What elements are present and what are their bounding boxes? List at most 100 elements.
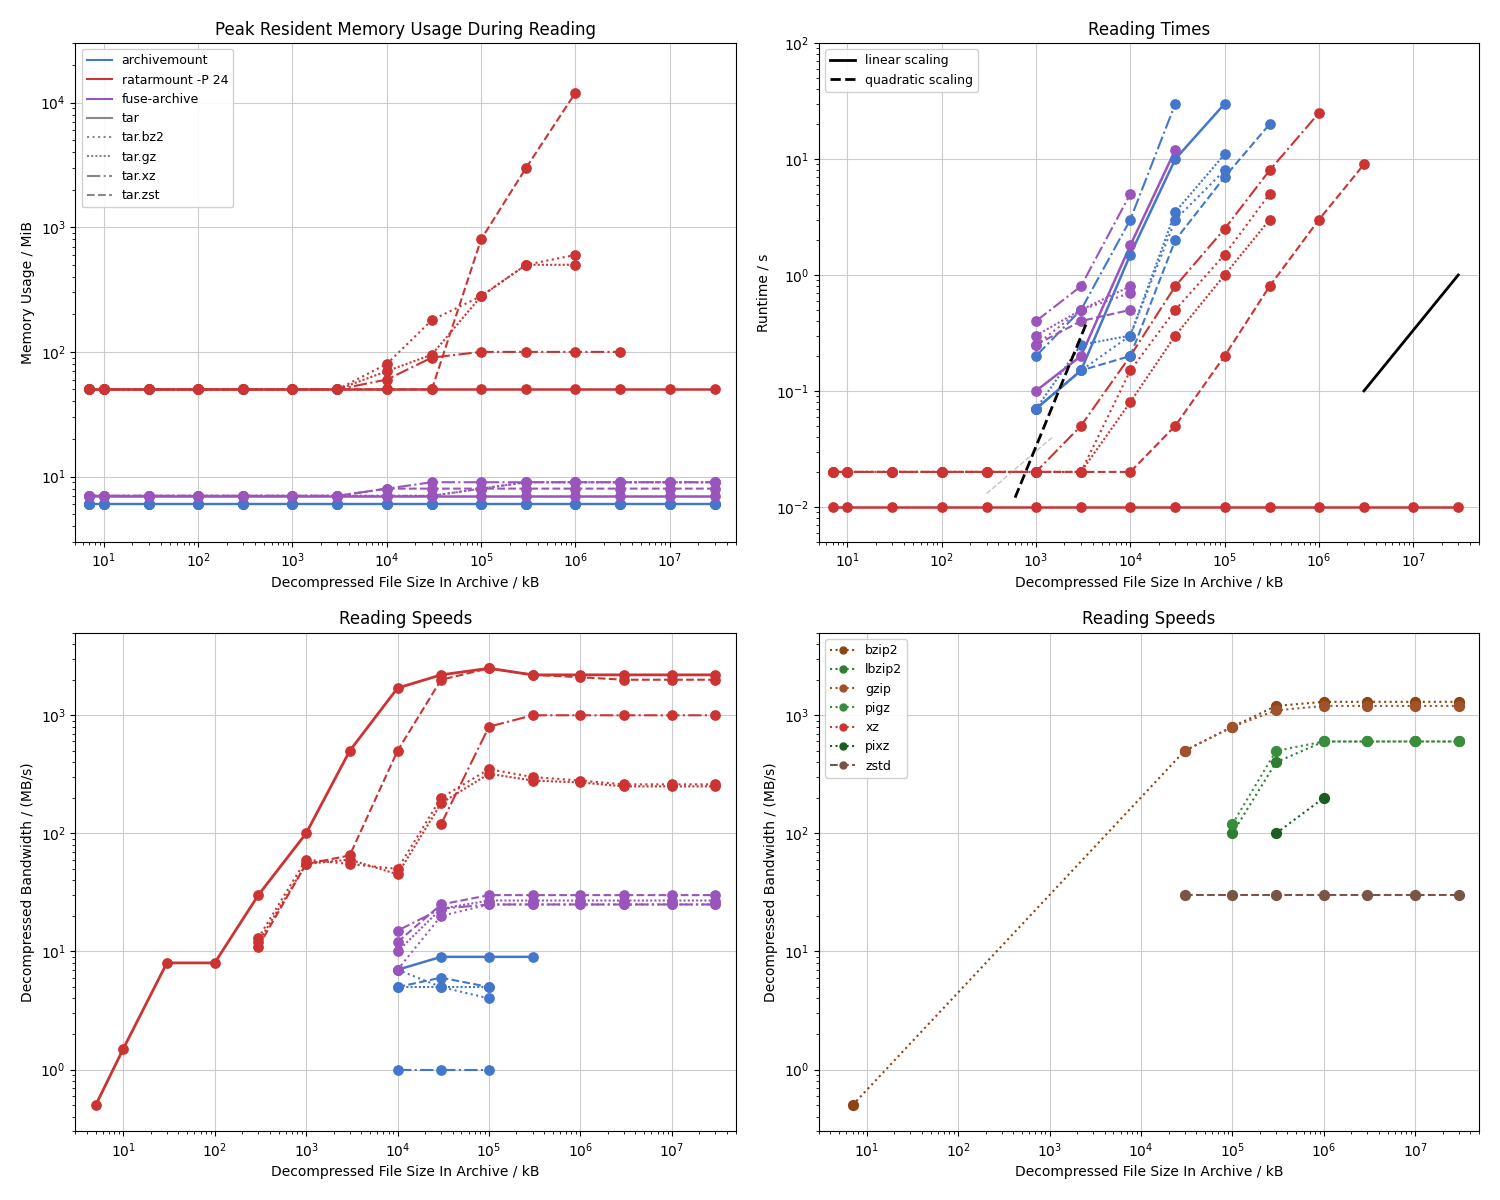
Point <box>1164 140 1188 160</box>
Point <box>1356 886 1380 905</box>
Point <box>375 370 399 389</box>
Point <box>386 865 410 884</box>
Point <box>78 486 102 505</box>
Point <box>520 947 544 966</box>
Point <box>78 486 102 505</box>
Point <box>111 1039 135 1058</box>
Point <box>1024 382 1048 401</box>
Point <box>375 494 399 514</box>
Point <box>660 706 684 725</box>
Point <box>280 486 304 505</box>
Point <box>386 960 410 979</box>
Point <box>1221 718 1245 737</box>
Point <box>1119 283 1143 302</box>
Point <box>386 960 410 979</box>
Point <box>136 380 160 400</box>
Point <box>326 494 350 514</box>
Point <box>880 497 904 516</box>
Point <box>609 473 633 492</box>
Point <box>514 494 538 514</box>
Point <box>326 380 350 400</box>
Point <box>1024 400 1048 419</box>
Point <box>477 978 501 997</box>
Point <box>92 380 116 400</box>
Point <box>470 380 494 400</box>
Point <box>386 978 410 997</box>
Point <box>470 229 494 248</box>
Point <box>231 380 255 400</box>
Point <box>660 775 684 794</box>
Point <box>470 287 494 306</box>
Legend: archivemount, ratarmount -P 24, fuse-archive, tar, tar.bz2, tar.gz, tar.xz, tar.: archivemount, ratarmount -P 24, fuse-arc… <box>81 49 232 208</box>
Point <box>477 978 501 997</box>
Point <box>704 776 728 796</box>
Point <box>704 886 728 905</box>
Point <box>1164 326 1188 346</box>
Point <box>514 494 538 514</box>
Point <box>470 494 494 514</box>
Point <box>429 670 453 689</box>
Point <box>470 479 494 498</box>
Point <box>1070 361 1094 380</box>
Point <box>1221 815 1245 834</box>
Point <box>280 494 304 514</box>
Point <box>92 494 116 514</box>
Point <box>1448 732 1472 751</box>
Point <box>1448 732 1472 751</box>
Point <box>836 462 860 481</box>
Point <box>704 706 728 725</box>
Point <box>1173 742 1197 761</box>
Point <box>1257 161 1281 180</box>
Point <box>1070 300 1094 319</box>
Point <box>1401 497 1425 516</box>
Point <box>78 486 102 505</box>
Point <box>880 462 904 481</box>
Point <box>1257 277 1281 296</box>
Point <box>1119 361 1143 380</box>
Point <box>375 494 399 514</box>
Point <box>821 462 844 481</box>
Point <box>186 486 210 505</box>
Point <box>880 462 904 481</box>
Point <box>1119 277 1143 296</box>
Point <box>231 380 255 400</box>
Point <box>477 764 501 784</box>
Point <box>514 380 538 400</box>
Point <box>704 670 728 689</box>
Point <box>975 462 999 481</box>
Point <box>78 494 102 514</box>
Point <box>612 665 636 684</box>
Point <box>477 659 501 678</box>
Point <box>1212 161 1236 180</box>
Point <box>246 932 270 952</box>
Point <box>280 380 304 400</box>
Point <box>92 486 116 505</box>
Point <box>326 494 350 514</box>
Point <box>92 486 116 505</box>
Point <box>660 665 684 684</box>
Point <box>514 473 538 492</box>
Point <box>1164 150 1188 169</box>
Point <box>136 494 160 514</box>
Point <box>420 380 444 400</box>
Point <box>564 245 588 264</box>
Point <box>1164 497 1188 516</box>
Point <box>1404 696 1428 715</box>
Point <box>520 768 544 787</box>
Point <box>1173 742 1197 761</box>
Point <box>702 473 726 492</box>
Point <box>1164 300 1188 319</box>
Point <box>477 718 501 737</box>
Point <box>1070 347 1094 366</box>
Point <box>704 775 728 794</box>
Point <box>326 380 350 400</box>
Point <box>375 380 399 400</box>
Point <box>564 473 588 492</box>
Point <box>338 854 362 874</box>
Point <box>136 486 160 505</box>
Point <box>186 486 210 505</box>
Point <box>564 494 588 514</box>
Point <box>1312 788 1336 808</box>
Point <box>231 494 255 514</box>
Point <box>564 473 588 492</box>
